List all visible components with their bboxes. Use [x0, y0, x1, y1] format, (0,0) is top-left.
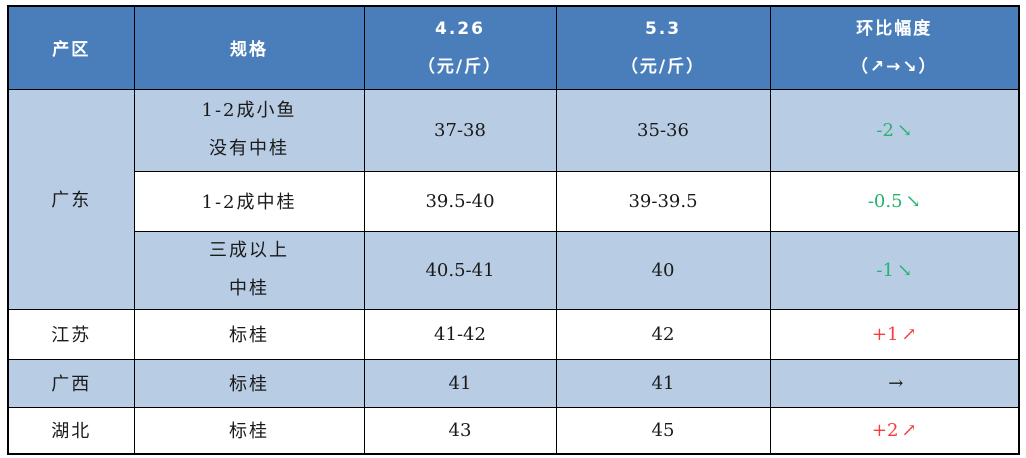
price-53-cell: 45: [555, 406, 771, 455]
header-date-426: 4.26 （元/斤）: [363, 5, 557, 90]
change-cell: +2 ↗: [769, 406, 1020, 455]
spec-cell: 标桂: [133, 406, 365, 455]
header-change-arrows-icon: （↗→↘）: [850, 56, 938, 77]
spec-cell: 三成以上 中桂: [133, 230, 365, 310]
table-row: 江苏 标桂 41-42 42 +1 ↗: [7, 308, 1020, 360]
change-cell: -0.5 ↘: [769, 170, 1020, 232]
price-53-cell: 41: [555, 358, 771, 408]
table-row: 1-2成中桂 39.5-40 39-39.5 -0.5 ↘: [8, 170, 1020, 232]
trend-arrow-icon: ↘: [896, 259, 913, 281]
table-row: 湖北 标桂 43 45 +2 ↗: [7, 406, 1020, 455]
change-value: -2: [876, 119, 894, 141]
price-53-cell: 39-39.5: [555, 170, 771, 232]
table-row: 广西 标桂 41 41 →: [7, 358, 1020, 408]
header-date-53: 5.3 （元/斤）: [555, 5, 771, 90]
region-cell-guangxi: 广西: [7, 358, 135, 408]
change-cell: -1 ↘: [769, 230, 1020, 310]
price-53-cell: 40: [555, 230, 771, 310]
spec-line-2: 中桂: [229, 278, 269, 299]
trend-arrow-icon: ↘: [905, 190, 921, 212]
header-date-53-value: 5.3: [644, 18, 682, 39]
change-cell: -2 ↘: [769, 88, 1020, 172]
spec-cell: 1-2成中桂: [133, 170, 365, 232]
trend-arrow-icon: →: [888, 372, 904, 394]
spec-cell: 1-2成小鱼 没有中桂: [133, 88, 365, 172]
trend-arrow-icon: ↘: [896, 119, 913, 141]
price-426-cell: 39.5-40: [363, 170, 557, 232]
region-cell-guangdong: 广东: [7, 88, 135, 310]
spec-cell: 标桂: [133, 358, 365, 408]
change-value: +2: [871, 419, 899, 441]
header-change-label: 环比幅度: [856, 18, 933, 39]
spec-cell: 标桂: [133, 308, 365, 360]
header-region: 产区: [7, 5, 135, 90]
trend-arrow-icon: ↗: [901, 323, 917, 345]
change-cell: +1 ↗: [769, 308, 1020, 360]
region-cell-hubei: 湖北: [7, 406, 135, 455]
price-426-cell: 37-38: [363, 88, 557, 172]
price-53-cell: 35-36: [555, 88, 771, 172]
change-value: +1: [871, 323, 899, 345]
spec-line-1: 1-2成小鱼: [201, 100, 297, 122]
region-cell-jiangsu: 江苏: [7, 308, 135, 360]
header-change: 环比幅度 （↗→↘）: [769, 5, 1020, 90]
header-spec: 规格: [133, 5, 365, 90]
header-date-426-value: 4.26: [435, 18, 485, 39]
change-value: -1: [876, 259, 894, 281]
spec-line-1: 三成以上: [209, 240, 289, 262]
change-value: -0.5: [867, 190, 903, 212]
price-426-cell: 41: [363, 358, 557, 408]
spec-line-2: 没有中桂: [209, 138, 289, 159]
trend-arrow-icon: ↗: [901, 419, 917, 441]
price-53-cell: 42: [555, 308, 771, 360]
header-date-53-unit: （元/斤）: [620, 56, 706, 77]
price-426-cell: 40.5-41: [363, 230, 557, 310]
header-date-426-unit: （元/斤）: [417, 56, 503, 77]
price-426-cell: 41-42: [363, 308, 557, 360]
price-426-cell: 43: [363, 406, 557, 455]
table-row: 三成以上 中桂 40.5-41 40 -1 ↘: [8, 230, 1020, 310]
price-table: 产区 规格 4.26 （元/斤） 5.3 （元/斤） 环比幅度 （↗→↘） 广东: [7, 5, 1020, 455]
table-row: 广东 1-2成小鱼 没有中桂 37-38 35-36 -2 ↘: [7, 88, 1020, 310]
header-row: 产区 规格 4.26 （元/斤） 5.3 （元/斤） 环比幅度 （↗→↘）: [7, 5, 1020, 90]
change-cell: →: [769, 358, 1020, 408]
